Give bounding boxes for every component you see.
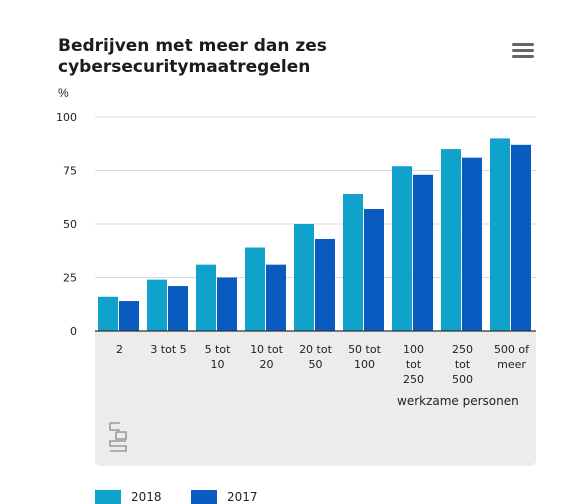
bar-2017-9 [511, 144, 531, 331]
y-tick-label: 50 [63, 218, 77, 231]
cbs-logo-icon [109, 422, 127, 452]
y-tick-label: 100 [56, 111, 77, 124]
x-tick-label: 2 [116, 343, 123, 356]
chart-title: Bedrijven met meer dan zes cybersecurity… [58, 36, 327, 77]
bar-2018-8 [441, 149, 461, 331]
menu-line [512, 49, 534, 52]
bar-2018-9 [490, 138, 510, 331]
bar-2017-7 [413, 174, 433, 331]
legend-swatch-2017 [191, 490, 217, 504]
y-tick-label: 75 [63, 165, 77, 178]
bar-2018-2 [147, 279, 167, 331]
x-tick-label: 100 tot 250 [403, 343, 424, 386]
x-tick-label: 20 tot 50 [299, 343, 333, 371]
legend-item-2018[interactable]: 2018 [95, 490, 162, 504]
bar-2018-1 [98, 296, 118, 331]
bar-2017-6 [364, 209, 384, 331]
bar-2018-7 [392, 166, 412, 331]
bar-chart: 0 25 50 75 100 2 3 tot 5 5 tot 10 10 tot 20 20 tot 5… [56, 111, 536, 386]
bar-2018-5 [294, 224, 314, 331]
bar-2017-8 [462, 157, 482, 331]
x-tick-label: 5 tot 10 [205, 343, 232, 371]
menu-line [512, 55, 534, 58]
bar-2018-3 [196, 264, 216, 331]
bar-2017-1 [119, 301, 139, 331]
x-tick-label: 50 tot 100 [348, 343, 382, 371]
x-axis-title: werkzame personen [397, 394, 519, 408]
y-tick-label: 25 [63, 272, 77, 285]
legend-item-2017[interactable]: 2017 [191, 490, 258, 504]
legend-label-2018: 2018 [131, 490, 162, 504]
bar-2017-5 [315, 238, 335, 331]
x-tick-label: 500 of meer [494, 343, 530, 371]
y-axis-unit-label: % [58, 86, 69, 100]
bar-2017-4 [266, 264, 286, 331]
legend-swatch-2018 [95, 490, 121, 504]
hamburger-menu-icon[interactable] [512, 43, 534, 59]
x-tick-label: 10 tot 20 [250, 343, 284, 371]
y-tick-label: 0 [70, 325, 77, 338]
bar-2018-4 [245, 247, 265, 331]
x-axis-label-panel [95, 331, 536, 466]
x-tick-label: 3 tot 5 [150, 343, 186, 356]
legend-label-2017: 2017 [227, 490, 258, 504]
bar-2018-6 [343, 194, 363, 331]
menu-line [512, 43, 534, 46]
x-tick-label: 250 tot 500 [452, 343, 473, 386]
bar-2017-3 [217, 277, 237, 331]
bar-2017-2 [168, 286, 188, 331]
